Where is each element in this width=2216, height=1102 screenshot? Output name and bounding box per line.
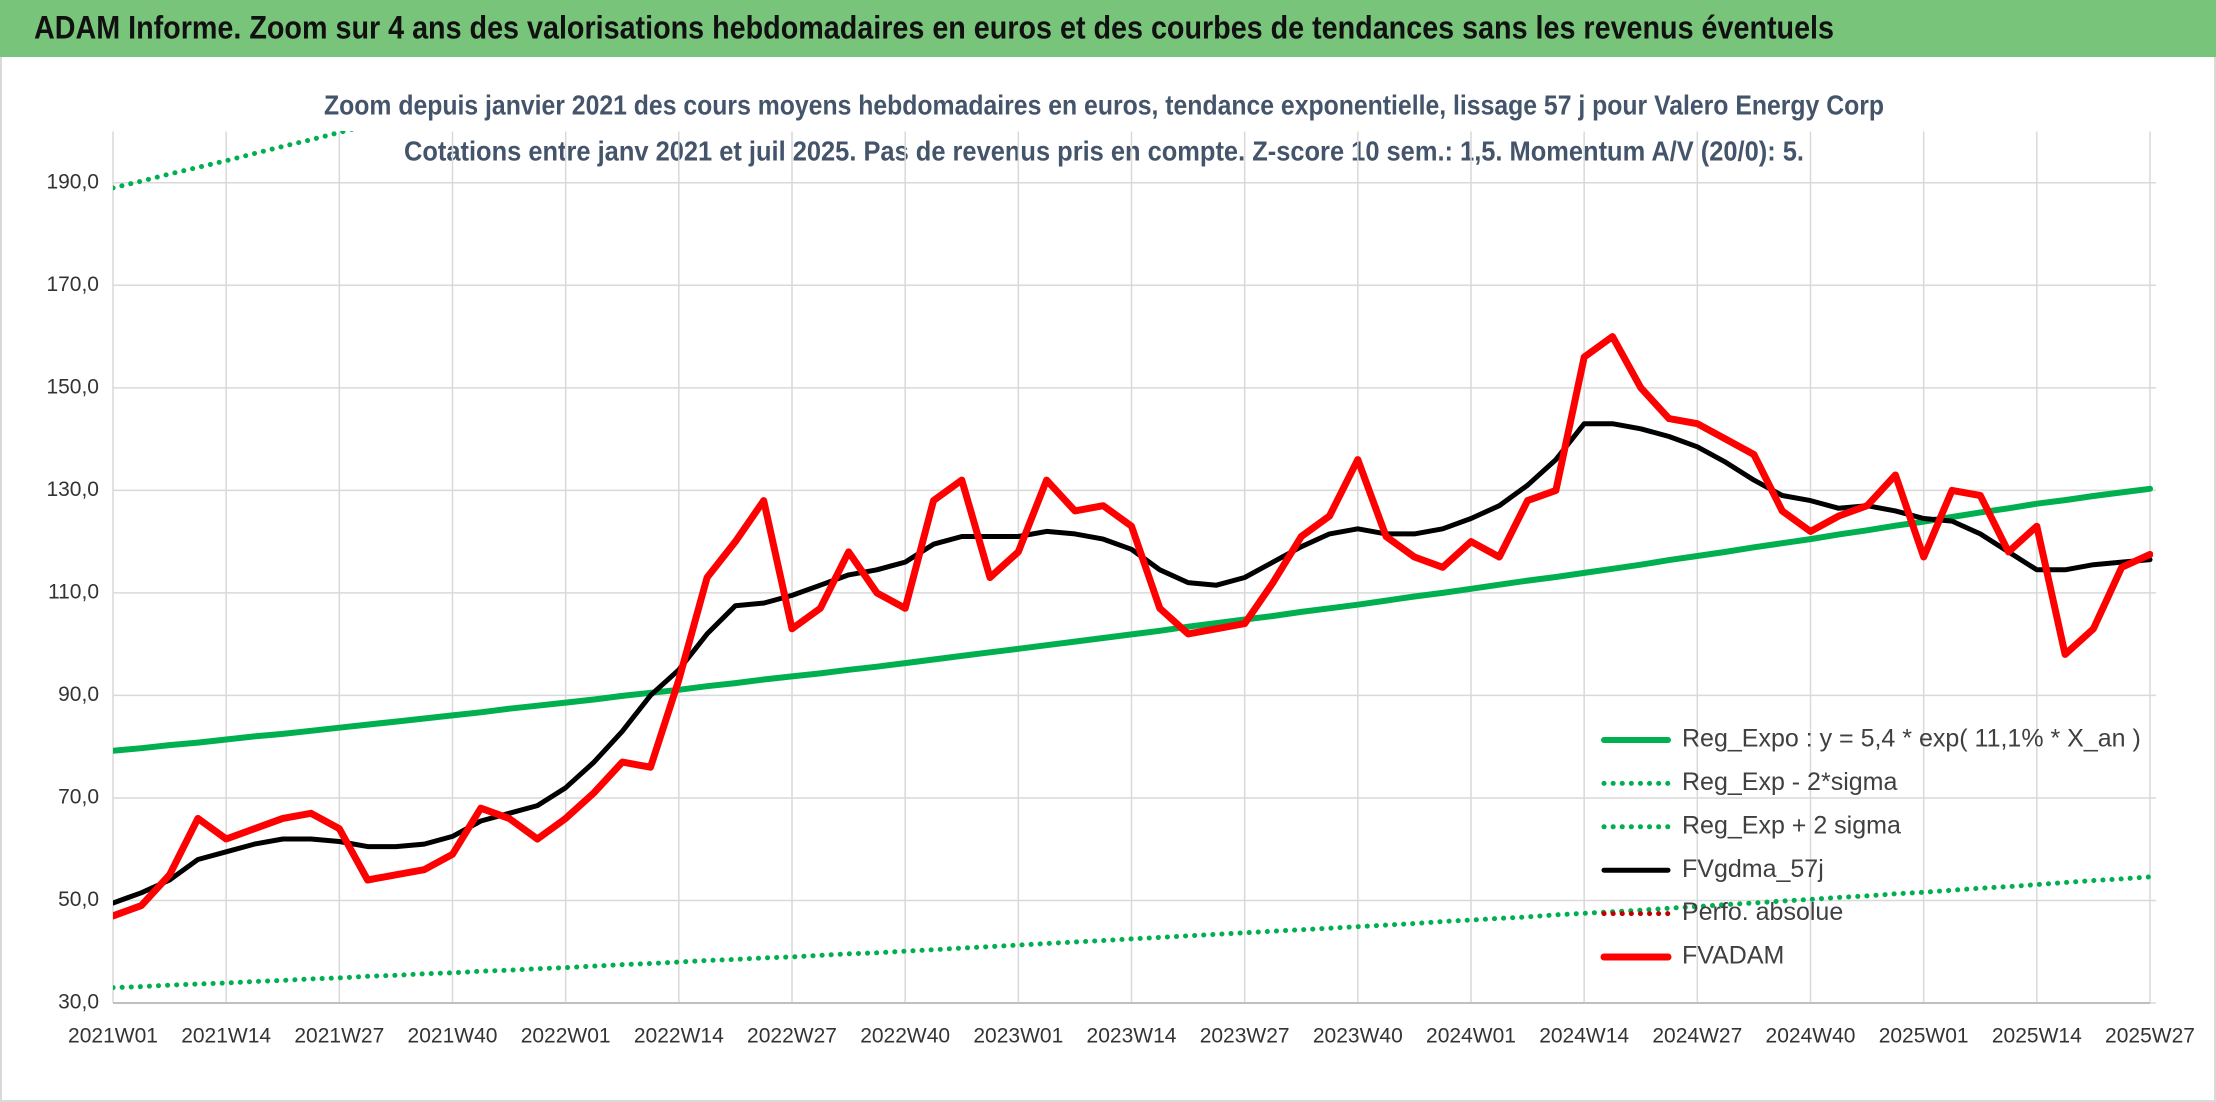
plot-area bbox=[113, 131, 2153, 991]
legend: Reg_Expo : y = 5,4 * exp( 11,1% * X_an )… bbox=[1600, 725, 2141, 970]
legend-label: Reg_Exp + 2 sigma bbox=[1682, 811, 1901, 839]
legend-label: FVADAM bbox=[1682, 942, 1784, 970]
y-tick-label: 190,0 bbox=[46, 170, 99, 193]
y-tick-label: 50,0 bbox=[58, 888, 99, 911]
series-line bbox=[113, 421, 2153, 906]
y-tick-label: 110,0 bbox=[48, 580, 99, 603]
legend-label: FVgdma_57j bbox=[1682, 855, 1824, 883]
legend-label: Perfo. absolue bbox=[1682, 898, 1843, 926]
x-tick-label: 2025W27 bbox=[2105, 1025, 2195, 1048]
x-tick-label: 2021W27 bbox=[294, 1025, 384, 1048]
y-tick-label: 150,0 bbox=[46, 375, 99, 398]
y-tick-label: 70,0 bbox=[58, 785, 99, 808]
legend-label: Reg_Expo : y = 5,4 * exp( 11,1% * X_an ) bbox=[1682, 725, 2141, 753]
series-line bbox=[113, 485, 2153, 754]
chart-title: Zoom depuis janvier 2021 des cours moyen… bbox=[324, 89, 1884, 120]
grid: 30,0 50,0 70,0 90,0 110,0 130,0 150,0 170,0 190,… bbox=[46, 131, 2195, 1048]
x-tick-label: 2021W01 bbox=[68, 1025, 158, 1048]
x-tick-label: 2022W40 bbox=[860, 1025, 950, 1048]
y-tick-label: 170,0 bbox=[46, 273, 99, 296]
y-tick-label: 130,0 bbox=[46, 478, 99, 501]
y-tick-label: 90,0 bbox=[58, 683, 99, 706]
x-tick-label: 2025W01 bbox=[1879, 1025, 1969, 1048]
y-tick-label: 30,0 bbox=[58, 991, 99, 1014]
x-tick-label: 2021W14 bbox=[181, 1025, 271, 1048]
legend-label: Reg_Exp - 2*sigma bbox=[1682, 768, 1897, 796]
banner-background bbox=[0, 0, 2216, 57]
x-tick-label: 2023W27 bbox=[1200, 1025, 1290, 1048]
x-tick-label: 2022W27 bbox=[747, 1025, 837, 1048]
x-tick-label: 2022W14 bbox=[634, 1025, 724, 1048]
x-tick-label: 2021W40 bbox=[408, 1025, 498, 1048]
x-tick-label: 2023W01 bbox=[973, 1025, 1063, 1048]
x-tick-label: 2022W01 bbox=[521, 1025, 611, 1048]
x-tick-label: 2025W14 bbox=[1992, 1025, 2082, 1048]
chart-subtitle: Cotations entre janv 2021 et juil 2025. … bbox=[404, 135, 1804, 166]
series-line bbox=[113, 874, 2153, 991]
x-tick-label: 2023W14 bbox=[1087, 1025, 1177, 1048]
series-line bbox=[113, 333, 2153, 920]
banner-title: ADAM Informe. Zoom sur 4 ans des valoris… bbox=[34, 9, 1834, 45]
x-tick-label: 2024W27 bbox=[1652, 1025, 1742, 1048]
x-tick-label: 2024W40 bbox=[1766, 1025, 1856, 1048]
x-tick-label: 2024W14 bbox=[1539, 1025, 1629, 1048]
x-tick-label: 2024W01 bbox=[1426, 1025, 1516, 1048]
x-tick-label: 2023W40 bbox=[1313, 1025, 1403, 1048]
